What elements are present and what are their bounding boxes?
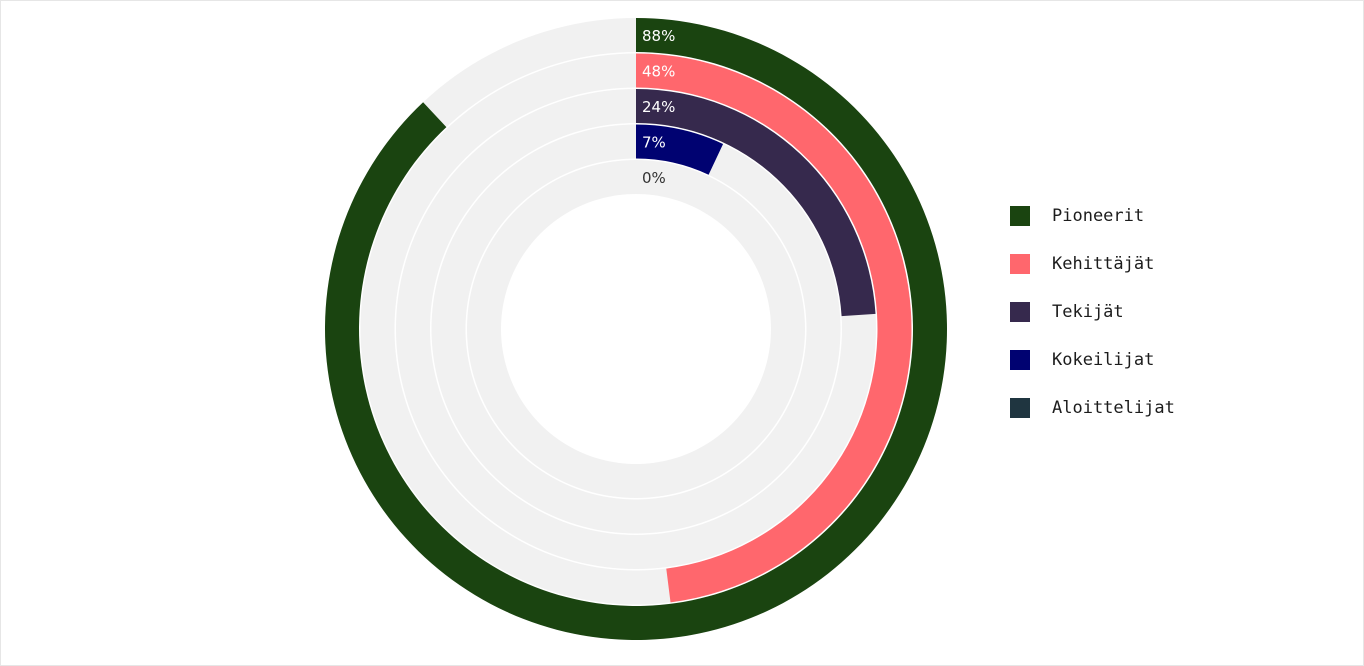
legend-label: Pioneerit [1052,206,1145,226]
legend-item-aloittelijat[interactable]: Aloittelijat [1010,396,1175,420]
legend-swatch [1010,398,1030,418]
ring-bar-kokeilijat[interactable] [636,124,724,175]
legend-item-tekijat[interactable]: Tekijät [1010,300,1175,324]
legend-item-kokeilijat[interactable]: Kokeilijat [1010,348,1175,372]
ring-bar-tekij-t[interactable] [636,89,876,317]
ring-bar-kehitt-j-t[interactable] [636,53,912,603]
legend-swatch [1010,350,1030,370]
legend-item-pioneerit[interactable]: Pioneerit [1010,204,1175,228]
ring-value-label: 7% [642,134,666,152]
ring-value-label: 88% [642,27,675,45]
legend-swatch [1010,206,1030,226]
legend-item-kehittajat[interactable]: Kehittäjät [1010,252,1175,276]
legend-label: Aloittelijat [1052,398,1175,418]
ring-value-label: 24% [642,98,675,116]
legend: Pioneerit Kehittäjät Tekijät Kokeilijat … [1010,204,1175,444]
legend-label: Tekijät [1052,302,1124,322]
legend-swatch [1010,254,1030,274]
ring-track [466,160,805,498]
ring-value-label: 48% [642,63,675,81]
legend-label: Kehittäjät [1052,254,1155,274]
legend-label: Kokeilijat [1052,350,1155,370]
ring-value-label: 0% [642,169,666,187]
legend-swatch [1010,302,1030,322]
